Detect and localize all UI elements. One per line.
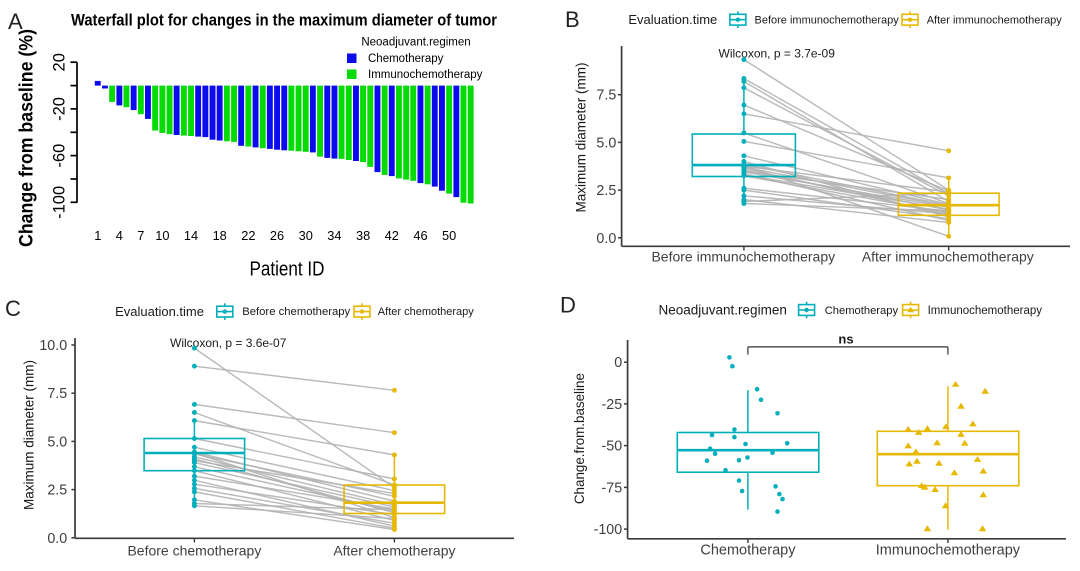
svg-text:-75: -75 xyxy=(602,480,623,496)
svg-text:22: 22 xyxy=(241,228,255,243)
svg-text:0: 0 xyxy=(614,355,622,371)
svg-text:2.5: 2.5 xyxy=(47,483,67,499)
svg-text:Neoadjuvant.regimen: Neoadjuvant.regimen xyxy=(659,302,787,317)
svg-text:50: 50 xyxy=(442,228,456,243)
svg-text:-100: -100 xyxy=(51,186,69,219)
svg-text:14: 14 xyxy=(184,228,198,243)
svg-text:Chemotherapy: Chemotherapy xyxy=(368,53,444,65)
svg-text:-60: -60 xyxy=(51,144,69,168)
svg-text:30: 30 xyxy=(299,228,313,243)
svg-text:-50: -50 xyxy=(602,439,623,455)
svg-text:Waterfall plot for changes in: Waterfall plot for changes in the maximu… xyxy=(71,12,498,30)
svg-text:-20: -20 xyxy=(51,97,69,121)
svg-text:B: B xyxy=(565,7,580,32)
svg-text:C: C xyxy=(5,296,21,321)
svg-text:Neoadjuvant.regimen: Neoadjuvant.regimen xyxy=(361,37,470,49)
svg-text:7: 7 xyxy=(137,228,144,243)
svg-text:Change.from.baseline: Change.from.baseline xyxy=(572,373,587,504)
svg-text:5.0: 5.0 xyxy=(47,434,67,450)
svg-text:Wilcoxon, p = 3.7e-09: Wilcoxon, p = 3.7e-09 xyxy=(719,47,836,61)
svg-text:7.5: 7.5 xyxy=(596,88,616,104)
svg-text:Before chemotherapy: Before chemotherapy xyxy=(242,306,350,318)
svg-text:0.0: 0.0 xyxy=(596,231,616,247)
svg-text:46: 46 xyxy=(413,228,427,243)
svg-text:4: 4 xyxy=(116,228,123,243)
svg-text:Wilcoxon, p = 3.6e-07: Wilcoxon, p = 3.6e-07 xyxy=(170,336,287,350)
svg-text:1: 1 xyxy=(94,228,101,243)
svg-text:Maximum diameter (mm): Maximum diameter (mm) xyxy=(22,360,37,510)
svg-text:Maximum diameter (mm): Maximum diameter (mm) xyxy=(574,62,589,212)
svg-text:Evaluation.time: Evaluation.time xyxy=(115,304,204,319)
svg-text:7.5: 7.5 xyxy=(47,386,67,402)
svg-text:Chemotherapy: Chemotherapy xyxy=(825,305,899,317)
svg-text:2.5: 2.5 xyxy=(596,183,616,199)
svg-text:Immunochemotherapy: Immunochemotherapy xyxy=(928,305,1043,317)
svg-text:42: 42 xyxy=(385,228,399,243)
svg-text:After chemotherapy: After chemotherapy xyxy=(378,306,474,318)
svg-text:18: 18 xyxy=(213,228,227,243)
svg-text:-100: -100 xyxy=(594,522,623,538)
svg-text:D: D xyxy=(560,293,576,318)
svg-text:After immunochemotherapy: After immunochemotherapy xyxy=(862,249,1034,265)
svg-text:34: 34 xyxy=(327,228,341,243)
svg-text:5.0: 5.0 xyxy=(596,135,616,151)
svg-text:Change from baseline (%): Change from baseline (%) xyxy=(17,29,38,247)
svg-text:Before immunochemotherapy: Before immunochemotherapy xyxy=(651,249,835,265)
svg-text:26: 26 xyxy=(270,228,284,243)
svg-text:-25: -25 xyxy=(602,397,623,413)
svg-text:10: 10 xyxy=(155,228,169,243)
svg-text:Before chemotherapy: Before chemotherapy xyxy=(127,543,261,559)
svg-text:Before immunochemotherapy: Before immunochemotherapy xyxy=(755,14,900,26)
svg-text:38: 38 xyxy=(356,228,370,243)
svg-text:Immunochemotherapy: Immunochemotherapy xyxy=(876,543,1021,559)
svg-text:20: 20 xyxy=(51,53,69,71)
svg-text:Immunochemotherapy: Immunochemotherapy xyxy=(368,69,483,81)
svg-text:10.0: 10.0 xyxy=(39,338,67,354)
svg-text:0.0: 0.0 xyxy=(47,531,67,547)
svg-text:Chemotherapy: Chemotherapy xyxy=(700,543,796,559)
svg-text:Patient ID: Patient ID xyxy=(250,259,325,281)
svg-text:ns: ns xyxy=(838,332,853,347)
svg-text:After immunochemotherapy: After immunochemotherapy xyxy=(927,14,1063,26)
svg-text:Evaluation.time: Evaluation.time xyxy=(628,12,717,27)
svg-text:After chemotherapy: After chemotherapy xyxy=(333,543,455,559)
svg-text:A: A xyxy=(8,9,23,34)
